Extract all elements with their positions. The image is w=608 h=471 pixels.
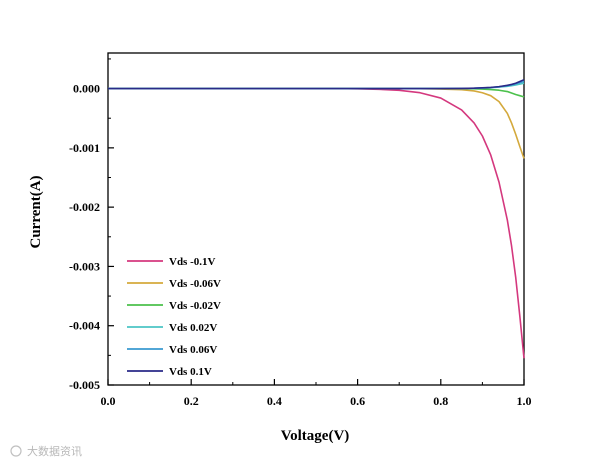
x-axis: 0.0 0.2 0.4 0.6 0.8 1.0 xyxy=(101,379,532,408)
legend-label: Vds 0.02V xyxy=(169,322,217,334)
legend-label: Vds 0.1V xyxy=(169,366,212,378)
legend-label: Vds -0.06V xyxy=(169,278,221,290)
legend-label: Vds -0.1V xyxy=(169,256,216,268)
y-tick-label: -0.004 xyxy=(69,319,100,333)
y-axis: 0.000 -0.001 -0.002 -0.003 -0.004 -0.005 xyxy=(69,58,114,392)
series-line-1 xyxy=(108,87,525,359)
series-line-5 xyxy=(108,80,525,90)
series-line-6 xyxy=(108,78,525,90)
legend: Vds -0.1V Vds -0.06V Vds -0.02V Vds 0.02V Vd… xyxy=(127,256,221,378)
x-tick-label: 0.6 xyxy=(350,394,365,408)
x-axis-title: Voltage(V) xyxy=(281,428,350,444)
x-tick-label: 0.0 xyxy=(101,394,116,408)
watermark-logo-icon xyxy=(10,445,22,457)
y-axis-title: Current(A) xyxy=(28,175,44,248)
x-tick-label: 0.2 xyxy=(184,394,199,408)
y-tick-label: -0.003 xyxy=(69,259,100,273)
x-tick-label: 0.4 xyxy=(267,394,282,408)
x-tick-label: 1.0 xyxy=(517,394,532,408)
y-tick-label: -0.001 xyxy=(69,141,100,155)
x-tick-label: 0.8 xyxy=(433,394,448,408)
plot-frame xyxy=(107,52,525,386)
plot-border xyxy=(107,52,525,386)
y-tick-label: -0.005 xyxy=(69,378,100,392)
series-lines xyxy=(108,78,525,359)
series-line-2 xyxy=(108,87,525,159)
watermark: 大数据资讯 xyxy=(10,444,82,458)
legend-label: Vds 0.06V xyxy=(169,344,217,356)
y-tick-label: -0.002 xyxy=(69,200,100,214)
y-tick-label: 0.000 xyxy=(73,82,100,96)
legend-label: Vds -0.02V xyxy=(169,300,221,312)
watermark-text: 大数据资讯 xyxy=(27,444,82,458)
